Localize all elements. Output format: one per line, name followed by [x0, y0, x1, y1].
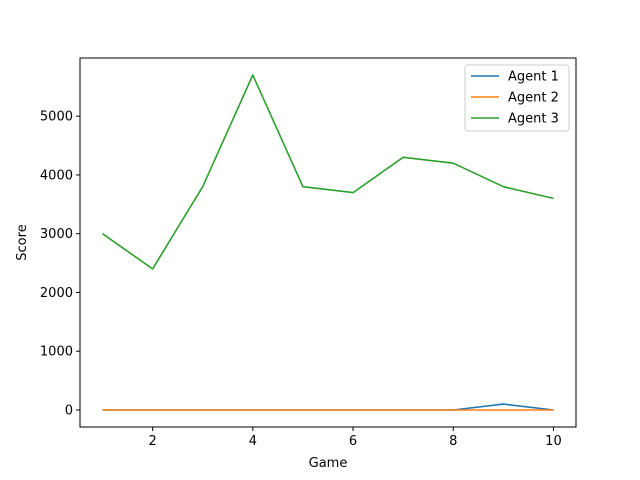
x-axis-label: Game — [309, 456, 348, 471]
x-tick-label: 10 — [545, 434, 562, 449]
y-axis-label: Score — [15, 224, 30, 260]
plot-area — [102, 74, 554, 411]
legend-label-1: Agent 1 — [508, 70, 559, 85]
legend-label-2: Agent 2 — [508, 91, 559, 106]
x-tick-label: 4 — [249, 434, 257, 449]
x-axis-ticks: 2 4 6 8 10 — [149, 427, 562, 449]
x-tick-label: 6 — [349, 434, 357, 449]
y-tick-label: 3000 — [40, 227, 73, 242]
axes-frame — [79, 57, 577, 428]
legend-label-3: Agent 3 — [508, 112, 559, 127]
y-tick-label: 1000 — [40, 345, 73, 360]
legend: Agent 1 Agent 2 Agent 3 — [464, 64, 570, 132]
x-tick-label: 8 — [449, 434, 457, 449]
series-line-3 — [102, 74, 554, 270]
y-axis-ticks: 0 1000 2000 3000 4000 5000 — [40, 110, 80, 418]
legend-box — [464, 64, 570, 132]
y-tick-label: 4000 — [40, 168, 73, 183]
y-tick-label: 2000 — [40, 286, 73, 301]
x-tick-label: 2 — [149, 434, 157, 449]
y-tick-label: 5000 — [40, 110, 73, 125]
y-tick-label: 0 — [65, 403, 73, 418]
